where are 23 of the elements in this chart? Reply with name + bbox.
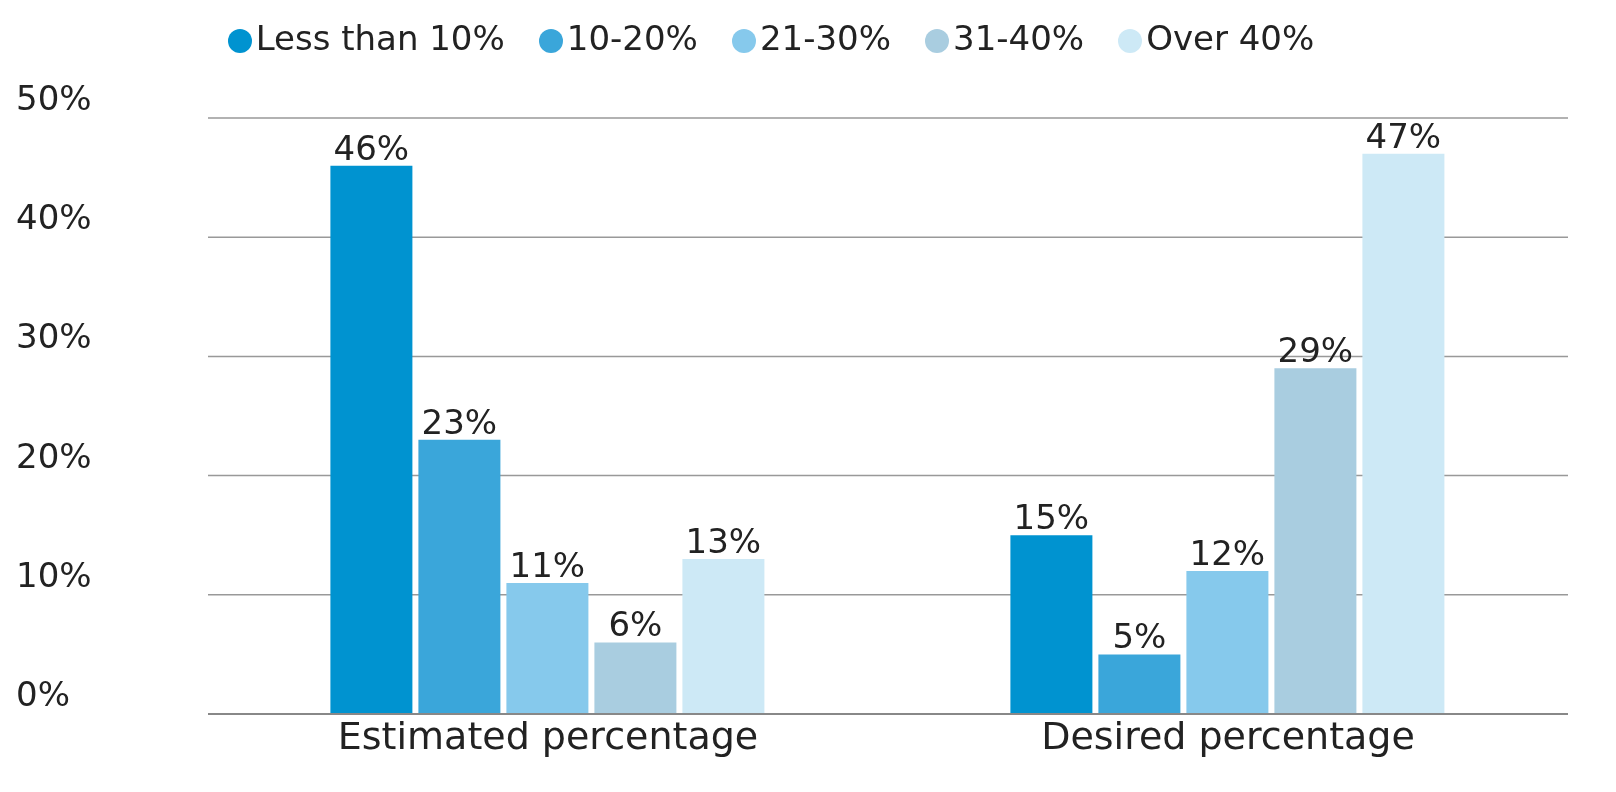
data-label: 15%	[1013, 497, 1090, 538]
y-tick-label: 20%	[16, 435, 92, 476]
y-tick-label: 0%	[16, 674, 70, 714]
data-label: 47%	[1365, 115, 1442, 156]
data-label: 5%	[1112, 616, 1167, 657]
x-tick-label: Desired percentage	[1041, 713, 1415, 758]
y-tick-label: 40%	[16, 197, 92, 238]
legend-label: 21-30%	[759, 18, 892, 58]
data-label: 46%	[333, 127, 410, 168]
y-tick-label: 50%	[16, 78, 92, 118]
y-tick-label: 10%	[16, 554, 92, 595]
legend-label: 31-40%	[953, 18, 1085, 58]
y-tick-label: 30%	[16, 316, 92, 357]
data-label: 13%	[685, 521, 762, 562]
legend-label: Over 40%	[1146, 18, 1315, 58]
data-label: 29%	[1277, 330, 1354, 371]
legend-label: 10-20%	[566, 18, 698, 58]
data-label: 12%	[1189, 532, 1266, 573]
legend-label: Less than 10%	[255, 18, 505, 58]
data-label: 11%	[509, 544, 586, 585]
data-label: 23%	[421, 401, 498, 442]
x-tick-label: Estimated percentage	[337, 713, 759, 758]
data-label: 6%	[608, 604, 663, 645]
